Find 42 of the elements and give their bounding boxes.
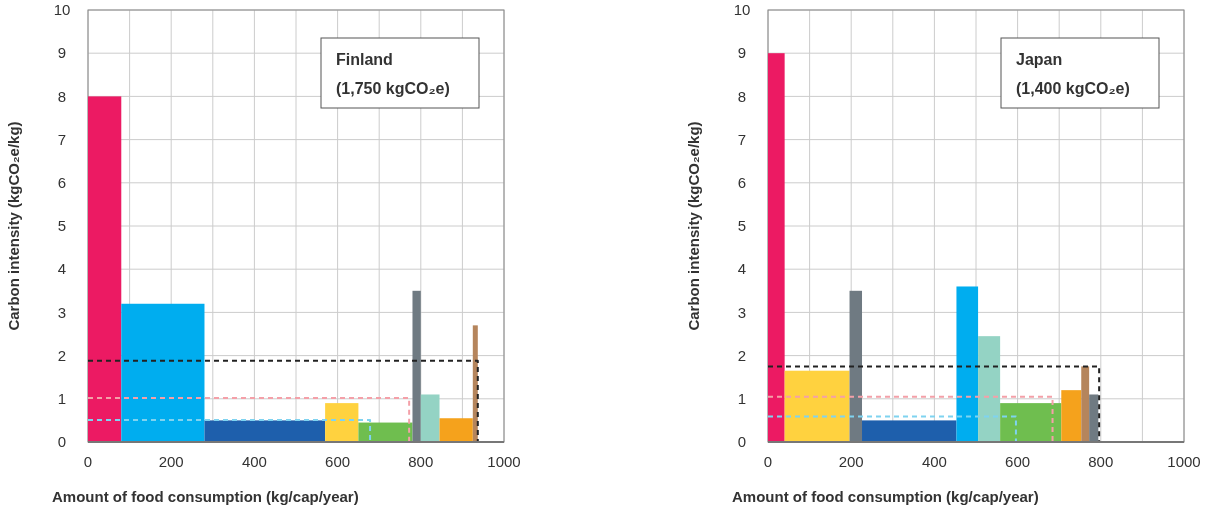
x-tick-label: 200: [158, 453, 184, 470]
text: (1,750 kgCO₂e): [336, 80, 450, 97]
y-tick-label: 1: [737, 390, 747, 408]
text: Japan: [1016, 51, 1063, 68]
x-tick-label: 0: [83, 453, 93, 470]
y-tick-label: 2: [57, 346, 67, 364]
y-tick-label: 6: [737, 174, 747, 192]
x-tick-label: 1000: [487, 453, 521, 470]
x-axis-title: Amount of food consumption (kg/cap/year): [52, 488, 359, 505]
y-tick-label: 6: [57, 174, 67, 192]
x-axis-title: Amount of food consumption (kg/cap/year): [732, 488, 1039, 505]
y-tick-label: 9: [57, 44, 67, 62]
text: Finland: [336, 51, 393, 68]
y-tick-label: 0: [737, 433, 747, 451]
y-tick-label: 1: [57, 390, 67, 408]
y-tick-label: 3: [737, 303, 747, 321]
x-tick-label: 800: [408, 453, 434, 470]
y-tick-label: 7: [57, 130, 67, 148]
y-tick-label: 10: [53, 1, 71, 19]
x-tick-label: 600: [1005, 453, 1031, 470]
x-tick-label: 400: [241, 453, 267, 470]
y-tick-label: 3: [57, 303, 67, 321]
y-tick-label: 7: [737, 130, 747, 148]
text: (1,400 kgCO₂e): [1016, 80, 1130, 97]
x-tick-label: 0: [763, 453, 773, 470]
y-tick-label: 8: [737, 87, 747, 105]
y-axis-title: Carbon intensity (kgCO₂e/kg): [5, 121, 22, 331]
y-tick-label: 5: [57, 217, 67, 235]
x-tick-label: 600: [325, 453, 351, 470]
y-tick-label: 4: [737, 260, 747, 278]
x-tick-label: 1000: [1167, 453, 1201, 470]
x-tick-label: 800: [1088, 453, 1114, 470]
y-tick-label: 8: [57, 87, 67, 105]
y-tick-label: 4: [57, 260, 67, 278]
y-tick-label: 10: [733, 1, 751, 19]
x-tick-label: 400: [921, 453, 947, 470]
x-tick-label: 200: [838, 453, 864, 470]
y-tick-label: 2: [737, 346, 747, 364]
y-tick-label: 0: [57, 433, 67, 451]
y-tick-label: 5: [737, 217, 747, 235]
y-axis-title: Carbon intensity (kgCO₂e/kg): [685, 121, 702, 331]
y-tick-label: 9: [737, 44, 747, 62]
